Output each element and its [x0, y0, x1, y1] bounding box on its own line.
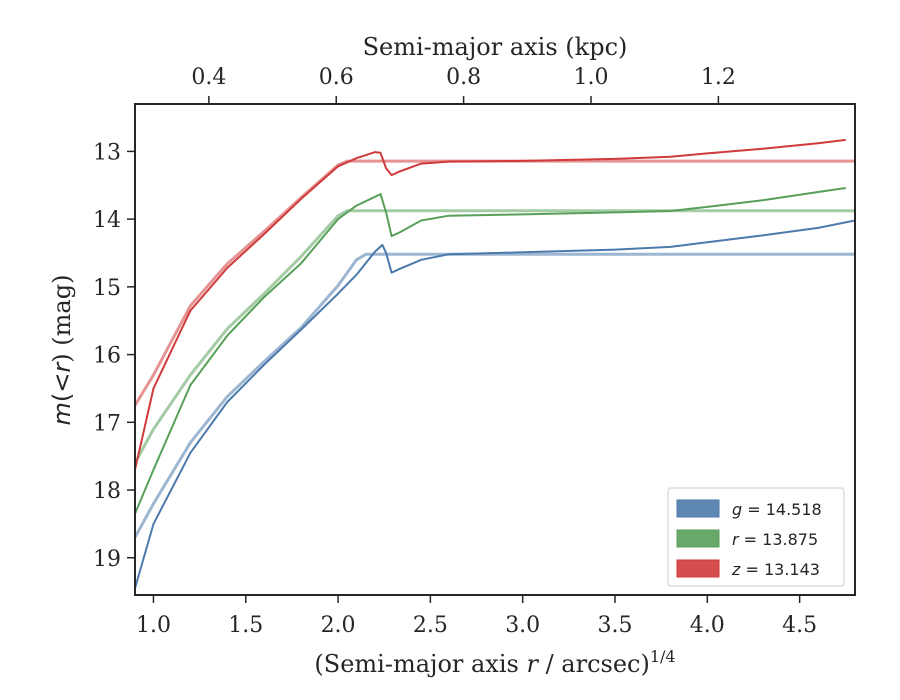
x-tick-label: 1.0 — [136, 613, 171, 638]
x-tick-label: 2.0 — [321, 613, 356, 638]
plot-frame — [134, 103, 856, 596]
x-tick-label: 4.0 — [690, 613, 725, 638]
y-tick-label: 14 — [93, 208, 121, 233]
x-axis-title-prefix: (Semi-major axis — [314, 650, 526, 678]
y-axis-title-m: m — [48, 402, 76, 425]
legend-swatch-z — [676, 559, 720, 578]
x-tick-label: 3.0 — [505, 613, 540, 638]
y-axis-title-r: r — [48, 361, 76, 373]
top-tick-label: 1.0 — [574, 65, 609, 90]
top-x-axis: 0.4 0.6 0.8 1.0 1.2 — [191, 65, 736, 104]
y-axis-title: m(<r) (mag) — [48, 275, 76, 426]
model-line-r — [135, 209, 855, 464]
series-line-r — [135, 187, 846, 515]
series-layer — [135, 138, 855, 589]
top-axis-title: Semi-major axis (kpc) — [363, 33, 628, 61]
left-y-axis: 13 14 15 16 17 18 19 — [93, 140, 135, 572]
x-axis-title-variable: r — [526, 650, 539, 678]
x-tick-label: 3.5 — [598, 613, 633, 638]
x-tick-label: 2.5 — [413, 613, 448, 638]
y-axis-title-lt: (< — [48, 373, 76, 402]
legend: g = 14.518 r = 13.875 z = 13.143 — [667, 487, 845, 587]
y-tick-label: 17 — [93, 411, 121, 436]
top-tick-label: 1.2 — [701, 65, 736, 90]
series-line-z — [135, 138, 846, 470]
y-tick-label: 19 — [93, 547, 121, 572]
x-axis-title-exponent: 1/4 — [650, 647, 676, 666]
y-tick-label: 13 — [93, 140, 121, 165]
series-line-g — [135, 219, 855, 589]
y-tick-label: 15 — [93, 276, 121, 301]
x-tick-label: 4.5 — [782, 613, 817, 638]
x-tick-label: 1.5 — [228, 613, 263, 638]
legend-label-g: g = 14.518 — [732, 500, 822, 519]
top-tick-label: 0.8 — [446, 65, 481, 90]
legend-swatch-g — [676, 499, 720, 518]
model-line-g — [135, 252, 855, 539]
bottom-x-axis: 1.0 1.5 2.0 2.5 3.0 3.5 4.0 4.5 — [136, 595, 817, 638]
legend-swatch-r — [676, 529, 720, 548]
y-axis-title-rest: ) (mag) — [48, 275, 76, 363]
top-tick-label: 0.4 — [191, 65, 226, 90]
legend-label-r: r = 13.875 — [732, 530, 818, 549]
legend-label-z: z = 13.143 — [731, 560, 820, 579]
x-axis-title: (Semi-major axis r / arcsec)1/4 — [314, 647, 675, 678]
top-tick-label: 0.6 — [319, 65, 354, 90]
y-tick-label: 18 — [93, 479, 121, 504]
model-line-z — [135, 159, 855, 407]
y-tick-label: 16 — [93, 344, 121, 369]
x-axis-title-unit: / arcsec) — [538, 650, 650, 678]
